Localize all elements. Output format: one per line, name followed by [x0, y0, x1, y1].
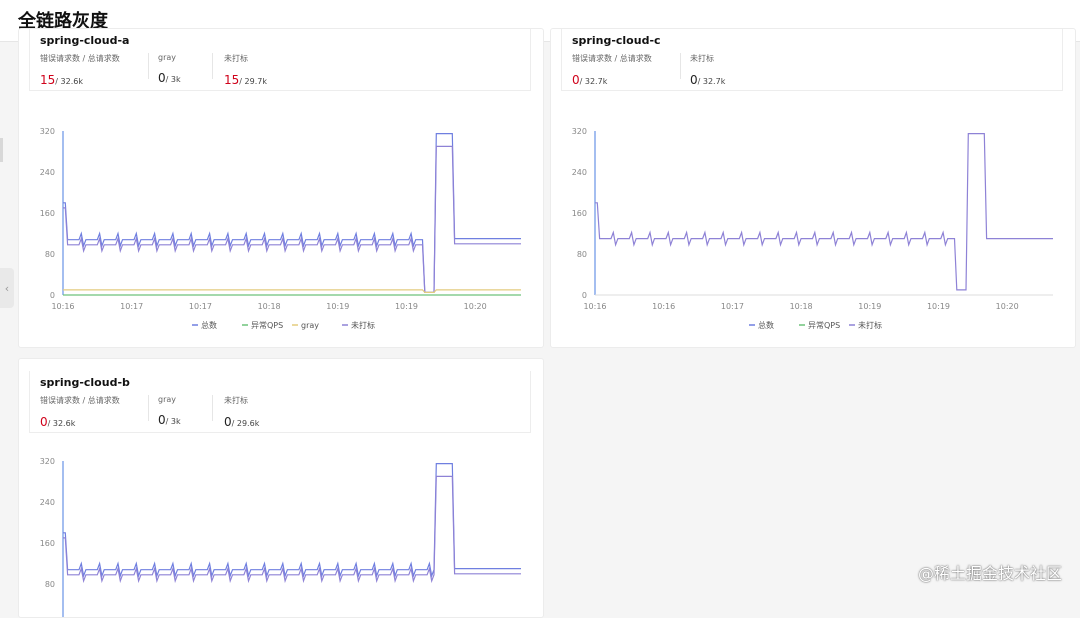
legend-label: 异常QPS — [808, 321, 840, 330]
page-title: 全链路灰度 — [18, 11, 108, 32]
chevron-left-icon: ‹ — [4, 281, 10, 295]
y-tick-label: 80 — [45, 250, 55, 259]
metrics-panel: spring-cloud-a 错误请求数 / 总请求数 15/ 32.6k gr… — [29, 29, 531, 91]
metric-label: 错误请求数 / 总请求数 — [40, 54, 120, 63]
y-tick-label: 160 — [572, 209, 587, 218]
metric-value: 0 — [224, 415, 232, 429]
metric-untagged: 未打标 0/ 29.6k — [224, 395, 259, 430]
service-card-a: spring-cloud-a 错误请求数 / 总请求数 15/ 32.6k gr… — [18, 28, 544, 348]
metric-total: / 29.7k — [239, 77, 267, 86]
metric-label: 未打标 — [224, 54, 248, 63]
series-line — [63, 145, 521, 293]
traffic-line-chart[interactable]: 320 240 160 80 0 10:16 10:16 10:17 10:18 10:19 10:… — [551, 119, 1076, 330]
x-tick-label: 10:19 — [326, 302, 349, 311]
metrics-panel: spring-cloud-c 错误请求数 / 总请求数 0/ 32.7k 未打标… — [561, 29, 1063, 91]
series-line — [595, 133, 1053, 291]
x-tick-label: 10:17 — [721, 302, 744, 311]
legend-label: gray — [301, 321, 319, 330]
service-card-b: spring-cloud-b 错误请求数 / 总请求数 0/ 32.6k gra… — [18, 358, 544, 618]
metric-value: 0 — [40, 415, 48, 429]
legend-label: 未打标 — [351, 320, 375, 330]
y-tick-label: 320 — [572, 127, 587, 136]
y-tick-label: 160 — [40, 539, 55, 548]
y-tick-label: 160 — [40, 209, 55, 218]
x-tick-label: 10:19 — [927, 302, 950, 311]
service-name: spring-cloud-b — [40, 376, 130, 389]
y-tick-label: 0 — [50, 291, 55, 300]
metric-divider — [212, 395, 213, 421]
y-tick-label: 320 — [40, 127, 55, 136]
metric-value: 15 — [224, 73, 240, 87]
metric-value: 0 — [158, 71, 166, 85]
x-tick-label: 10:19 — [858, 302, 881, 311]
metric-label: gray — [158, 53, 177, 62]
x-tick-label: 10:20 — [996, 302, 1019, 311]
metric-divider — [148, 53, 149, 79]
series-line — [63, 133, 521, 293]
service-name: spring-cloud-a — [40, 34, 130, 47]
y-tick-label: 320 — [40, 457, 55, 466]
metric-untagged: 未打标 15/ 29.7k — [224, 53, 267, 88]
traffic-line-chart[interactable]: 320 240 160 80 — [19, 449, 544, 617]
x-tick-label: 10:16 — [583, 302, 606, 311]
metric-total: / 32.7k — [697, 77, 726, 86]
y-tick-label: 240 — [40, 168, 55, 177]
metric-divider — [148, 395, 149, 421]
legend-label: 总数 — [201, 320, 217, 330]
metric-divider — [680, 53, 681, 79]
metric-error-ratio: 错误请求数 / 总请求数 0/ 32.6k — [40, 395, 120, 430]
y-tick-label: 80 — [45, 580, 55, 589]
x-tick-label: 10:19 — [395, 302, 418, 311]
metric-label: gray — [158, 395, 177, 404]
y-tick-label: 0 — [582, 291, 587, 300]
service-name: spring-cloud-c — [572, 34, 661, 47]
metric-error-ratio: 错误请求数 / 总请求数 0/ 32.7k — [572, 53, 652, 88]
y-tick-label: 240 — [572, 168, 587, 177]
metric-gray: gray 0/ 3k — [158, 395, 181, 428]
metric-divider — [212, 53, 213, 79]
metric-label: 未打标 — [690, 54, 714, 63]
x-tick-label: 10:20 — [464, 302, 487, 311]
x-tick-label: 10:18 — [790, 302, 813, 311]
metric-total: / 32.6k — [55, 77, 83, 86]
metric-value: 0 — [572, 73, 580, 87]
metric-total: / 3k — [165, 417, 181, 426]
metric-total: / 3k — [165, 75, 181, 84]
left-edge-indicator — [0, 138, 3, 162]
metric-value: 0 — [690, 73, 698, 87]
x-tick-label: 10:17 — [189, 302, 212, 311]
legend-label: 异常QPS — [251, 321, 283, 330]
y-tick-label: 240 — [40, 498, 55, 507]
watermark: @稀土掘金技术社区 — [917, 564, 1062, 583]
metric-label: 错误请求数 / 总请求数 — [572, 54, 652, 63]
series-line — [63, 463, 521, 579]
metric-label: 未打标 — [224, 396, 248, 405]
x-tick-label: 10:16 — [652, 302, 675, 311]
x-tick-label: 10:17 — [120, 302, 143, 311]
legend-label: 未打标 — [858, 320, 882, 330]
x-tick-label: 10:16 — [51, 302, 74, 311]
x-tick-label: 10:18 — [258, 302, 281, 311]
metric-value: 0 — [158, 413, 166, 427]
metrics-panel: spring-cloud-b 错误请求数 / 总请求数 0/ 32.6k gra… — [29, 371, 531, 433]
traffic-line-chart[interactable]: 320 240 160 80 0 10:16 10:17 10:17 10:18 10:19 10:… — [19, 119, 544, 330]
service-card-c: spring-cloud-c 错误请求数 / 总请求数 0/ 32.7k 未打标… — [550, 28, 1076, 348]
metric-total: / 29.6k — [231, 419, 260, 428]
metric-total: / 32.7k — [579, 77, 608, 86]
metric-value: 15 — [40, 73, 56, 87]
legend-label: 总数 — [758, 320, 774, 330]
sidebar-collapse-toggle[interactable]: ‹ — [0, 268, 14, 308]
series-line — [63, 289, 521, 293]
metric-label: 错误请求数 / 总请求数 — [40, 396, 120, 405]
metric-error-ratio: 错误请求数 / 总请求数 15/ 32.6k — [40, 53, 120, 88]
metric-gray: gray 0/ 3k — [158, 53, 181, 86]
series-line — [63, 475, 521, 584]
metric-untagged: 未打标 0/ 32.7k — [690, 53, 725, 88]
metric-total: / 32.6k — [47, 419, 76, 428]
y-tick-label: 80 — [577, 250, 587, 259]
